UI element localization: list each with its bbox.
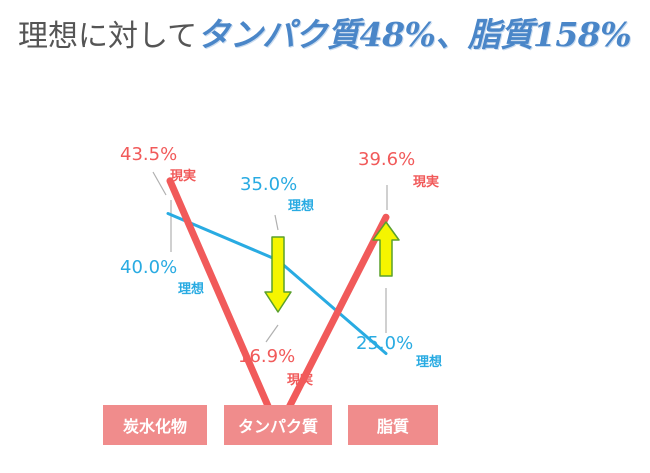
data-label-tag: 現実 bbox=[170, 168, 196, 184]
leader-line bbox=[152, 171, 167, 196]
data-label-tag: 理想 bbox=[178, 281, 204, 297]
data-label-value: 25.0% bbox=[356, 333, 413, 354]
title-highlight: タンパク質48%、脂質158% bbox=[197, 15, 632, 54]
data-label-value: 43.5% bbox=[120, 144, 177, 165]
title-plain: 理想に対して bbox=[18, 19, 198, 54]
leader-line bbox=[265, 324, 279, 343]
data-label-value: 35.0% bbox=[240, 174, 297, 195]
arrow-down-icon bbox=[264, 236, 292, 313]
category-box-protein: タンパク質 bbox=[224, 405, 332, 445]
data-label-value: 40.0% bbox=[120, 257, 177, 278]
category-box-fat: 脂質 bbox=[348, 405, 438, 445]
data-label-tag: 理想 bbox=[416, 354, 442, 370]
data-label-tag: 現実 bbox=[287, 372, 313, 388]
category-box-carbs: 炭水化物 bbox=[103, 405, 207, 445]
category-label-fat: 脂質 bbox=[376, 417, 409, 436]
arrow-up-icon bbox=[372, 221, 400, 277]
data-label-value: 16.9% bbox=[238, 346, 295, 367]
data-label-value: 39.6% bbox=[358, 149, 415, 170]
leader-line bbox=[274, 214, 279, 231]
data-label-tag: 理想 bbox=[288, 198, 314, 214]
category-label-carbs: 炭水化物 bbox=[122, 417, 187, 436]
page-title: 理想に対してタンパク質48%、脂質158% bbox=[18, 8, 632, 56]
category-label-protein: タンパク質 bbox=[237, 417, 318, 436]
data-label-tag: 現実 bbox=[413, 174, 439, 190]
